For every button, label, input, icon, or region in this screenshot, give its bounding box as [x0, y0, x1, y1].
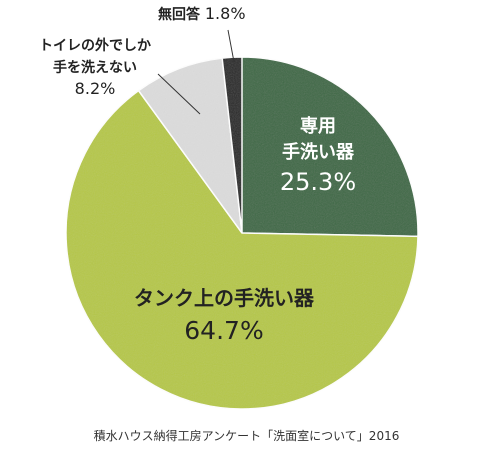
slice-label: 無回答 1.8%: [158, 4, 246, 23]
pie-slice: [65, 89, 419, 410]
leader-line: [157, 73, 201, 115]
leader-line: [227, 29, 235, 63]
slice-value-label: 25.3%: [280, 168, 356, 196]
slice-label: タンク上の手洗い器: [134, 286, 315, 310]
slice-label: トイレの外でしか: [39, 37, 151, 54]
slice-label: 専用: [300, 115, 336, 137]
slice-value-label: 8.2%: [75, 79, 116, 98]
pie-slice: [221, 56, 243, 234]
slice-label: 手を洗えない: [53, 59, 137, 76]
slice-value-label: 64.7%: [184, 316, 263, 345]
pie-slice: [241, 56, 419, 238]
source-caption: 積水ハウス納得工房アンケート「洗面室について」2016: [93, 429, 400, 443]
pie-slice: [137, 57, 244, 236]
slice-label: 手洗い器: [282, 141, 355, 163]
